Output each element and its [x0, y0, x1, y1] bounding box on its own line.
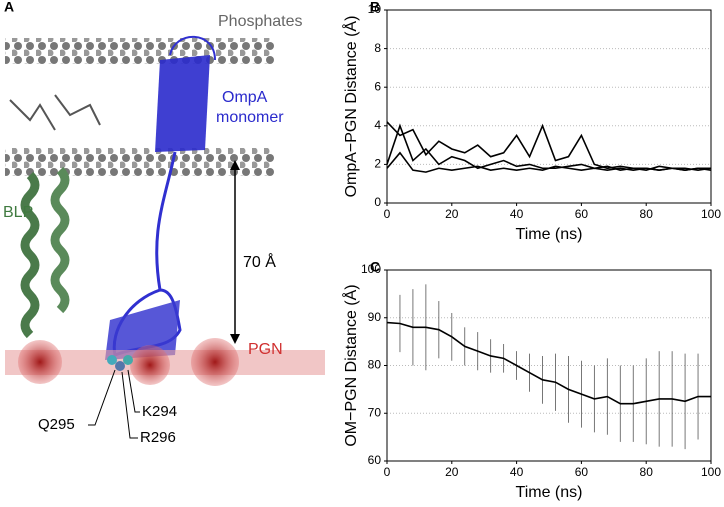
pgn-blob — [18, 340, 62, 384]
x-tick-label: 40 — [510, 207, 524, 221]
ompa-barrel — [155, 55, 210, 152]
ompa-label: monomer — [216, 109, 284, 126]
panel-label: A — [4, 0, 14, 15]
y-tick-label: 10 — [368, 2, 382, 16]
phosphates-label: Phosphates — [218, 13, 303, 30]
y-tick-label: 2 — [374, 157, 381, 171]
x-tick-label: 20 — [445, 207, 459, 221]
series-line — [386, 321, 711, 405]
blp-label: BLP — [3, 204, 33, 221]
outer-phosphates — [5, 38, 275, 64]
plot-frame — [386, 269, 712, 462]
y-tick-label: 90 — [368, 310, 382, 324]
y-axis-title: OmpA−PGN Distance (Å) — [341, 16, 360, 198]
y-tick-label: 60 — [368, 453, 382, 467]
x-tick-label: 100 — [701, 207, 721, 221]
panel-label: B — [370, 0, 380, 15]
y-tick-label: 80 — [368, 358, 382, 372]
x-tick-label: 80 — [640, 207, 654, 221]
ompa-label: OmpA — [222, 89, 268, 106]
x-tick-label: 80 — [640, 465, 654, 479]
blp-helix — [50, 166, 70, 314]
series-line — [386, 123, 711, 172]
pgn-label: PGN — [248, 341, 283, 358]
x-axis-title: Time (ns) — [516, 484, 583, 501]
y-axis-title: OM−PGN Distance (Å) — [341, 284, 360, 446]
x-tick-label: 40 — [510, 465, 524, 479]
lipids — [9, 94, 101, 131]
x-tick-label: 60 — [575, 207, 589, 221]
x-tick-label: 0 — [384, 207, 391, 221]
x-tick-label: 100 — [701, 465, 721, 479]
residue — [115, 361, 125, 371]
panel-a-illustration — [5, 35, 325, 439]
x-axis-title: Time (ns) — [516, 226, 583, 243]
plot-frame — [386, 9, 712, 204]
y-tick-label: 100 — [361, 262, 381, 276]
series-line — [386, 121, 712, 171]
pgn-blob — [191, 338, 239, 386]
panel-label: C — [370, 259, 380, 275]
x-tick-label: 20 — [445, 465, 459, 479]
residue-label: K294 — [142, 403, 177, 420]
y-tick-label: 4 — [374, 118, 381, 132]
distance-label: 70 Å — [243, 252, 276, 271]
series-line — [386, 151, 712, 173]
residue — [107, 355, 117, 365]
x-tick-label: 0 — [384, 465, 391, 479]
ompa-domain — [105, 300, 180, 360]
residue — [123, 355, 133, 365]
leader-lines — [88, 369, 140, 439]
inner-phosphates — [5, 148, 275, 176]
residue-label: R296 — [140, 429, 176, 446]
y-tick-label: 6 — [374, 79, 381, 93]
y-tick-label: 70 — [368, 405, 382, 419]
pgn-blob — [130, 345, 170, 385]
blp-helix — [20, 171, 40, 339]
x-tick-label: 60 — [575, 465, 589, 479]
residue-label: Q295 — [38, 416, 75, 433]
ompa-loops — [169, 35, 216, 61]
y-tick-label: 8 — [374, 41, 381, 55]
y-tick-label: 0 — [374, 195, 381, 209]
